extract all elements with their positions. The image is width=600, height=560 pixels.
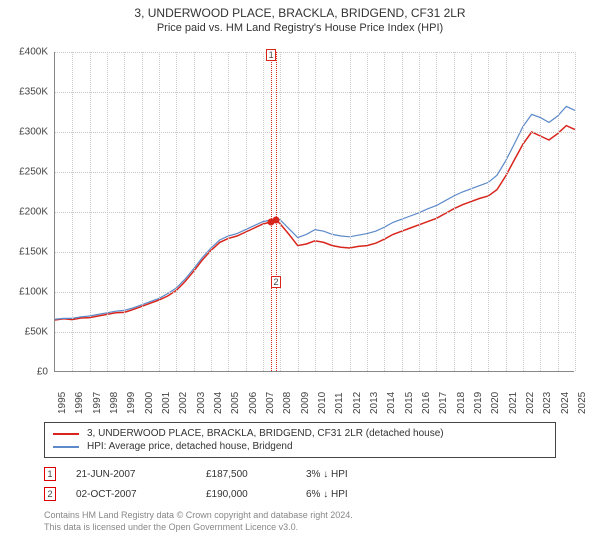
- x-tick-label: 1997: [92, 392, 103, 414]
- x-tick-label: 2013: [369, 392, 380, 414]
- x-tick-label: 2018: [456, 392, 467, 414]
- x-tick-label: 2002: [178, 392, 189, 414]
- sale-row: 1 21-JUN-2007 £187,500 3% ↓ HPI: [44, 464, 556, 484]
- chart-area: 12 £0£50K£100K£150K£200K£250K£300K£350K£…: [0, 40, 600, 416]
- chart-container: 3, UNDERWOOD PLACE, BRACKLA, BRIDGEND, C…: [0, 0, 600, 560]
- x-tick-label: 2015: [404, 392, 415, 414]
- y-tick-label: £150K: [19, 247, 48, 258]
- y-tick-label: £200K: [19, 207, 48, 218]
- sale-price: £190,000: [206, 489, 286, 500]
- y-tick-label: £400K: [19, 47, 48, 58]
- legend-label: HPI: Average price, detached house, Brid…: [87, 441, 293, 452]
- x-tick-label: 1999: [126, 392, 137, 414]
- sale-row: 2 02-OCT-2007 £190,000 6% ↓ HPI: [44, 484, 556, 504]
- x-tick-label: 2024: [560, 392, 571, 414]
- footer-line2: This data is licensed under the Open Gov…: [44, 522, 556, 534]
- x-tick-label: 2019: [473, 392, 484, 414]
- footer-line1: Contains HM Land Registry data © Crown c…: [44, 510, 556, 522]
- x-tick-label: 2012: [352, 392, 363, 414]
- x-tick-label: 2010: [317, 392, 328, 414]
- sale-date: 21-JUN-2007: [76, 469, 186, 480]
- y-tick-label: £0: [37, 367, 48, 378]
- sales-table: 1 21-JUN-2007 £187,500 3% ↓ HPI 2 02-OCT-2007…: [44, 464, 556, 504]
- x-tick-label: 2011: [334, 392, 345, 414]
- sale-delta: 3% ↓ HPI: [306, 469, 386, 480]
- sale-index-box: 1: [44, 467, 56, 481]
- legend-item: HPI: Average price, detached house, Brid…: [53, 440, 547, 453]
- x-tick-label: 2004: [213, 392, 224, 414]
- y-tick-label: £100K: [19, 287, 48, 298]
- footer: Contains HM Land Registry data © Crown c…: [44, 510, 556, 533]
- x-tick-label: 2014: [386, 392, 397, 414]
- x-tick-label: 2023: [542, 392, 553, 414]
- sale-marker-box: 2: [271, 276, 281, 288]
- x-tick-label: 2022: [525, 392, 536, 414]
- sale-marker-dot: [273, 217, 280, 224]
- legend-label: 3, UNDERWOOD PLACE, BRACKLA, BRIDGEND, C…: [87, 428, 444, 439]
- x-tick-label: 2008: [282, 392, 293, 414]
- x-tick-label: 1998: [109, 392, 120, 414]
- legend-swatch: [53, 446, 79, 448]
- sale-index-box: 2: [44, 487, 56, 501]
- legend: 3, UNDERWOOD PLACE, BRACKLA, BRIDGEND, C…: [44, 422, 556, 458]
- sale-date: 02-OCT-2007: [76, 489, 186, 500]
- x-tick-label: 1995: [57, 392, 68, 414]
- sale-price: £187,500: [206, 469, 286, 480]
- x-tick-label: 2020: [490, 392, 501, 414]
- x-tick-label: 1996: [74, 392, 85, 414]
- x-tick-label: 2003: [196, 392, 207, 414]
- x-tick-label: 2009: [300, 392, 311, 414]
- x-tick-label: 2005: [230, 392, 241, 414]
- legend-swatch: [53, 433, 79, 435]
- x-tick-label: 2025: [577, 392, 588, 414]
- plot-area: 12: [54, 52, 574, 372]
- x-tick-label: 2021: [508, 392, 519, 414]
- y-tick-label: £50K: [25, 327, 48, 338]
- chart-title: 3, UNDERWOOD PLACE, BRACKLA, BRIDGEND, C…: [0, 0, 600, 20]
- x-tick-label: 2016: [421, 392, 432, 414]
- x-tick-label: 2000: [144, 392, 155, 414]
- y-tick-label: £350K: [19, 87, 48, 98]
- x-tick-label: 2001: [161, 392, 172, 414]
- legend-item: 3, UNDERWOOD PLACE, BRACKLA, BRIDGEND, C…: [53, 427, 547, 440]
- y-tick-label: £250K: [19, 167, 48, 178]
- y-tick-label: £300K: [19, 127, 48, 138]
- chart-subtitle: Price paid vs. HM Land Registry's House …: [0, 20, 600, 40]
- sale-marker-box: 1: [266, 49, 276, 61]
- x-tick-label: 2007: [265, 392, 276, 414]
- x-tick-label: 2006: [248, 392, 259, 414]
- x-tick-label: 2017: [438, 392, 449, 414]
- sale-delta: 6% ↓ HPI: [306, 489, 386, 500]
